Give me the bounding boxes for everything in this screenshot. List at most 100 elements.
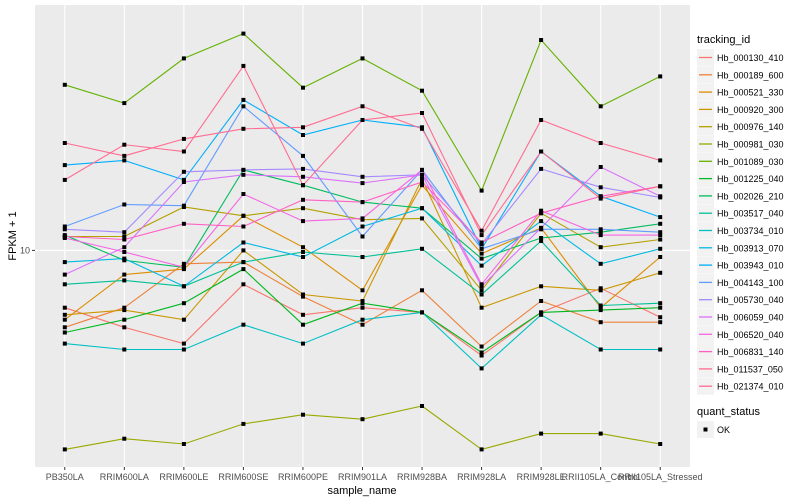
legend-item: Hb_001225_040 (697, 170, 784, 188)
data-point (62, 325, 67, 330)
x-tick-label: RRIM600LA (100, 472, 149, 482)
legend-label: Hb_000130_410 (717, 53, 784, 63)
data-point (181, 177, 186, 182)
data-point (479, 251, 484, 256)
legend-item: Hb_006059_040 (697, 308, 784, 326)
data-point (241, 126, 246, 131)
data-point (360, 118, 365, 122)
data-point (241, 421, 246, 426)
data-point (181, 317, 186, 322)
data-point (301, 85, 305, 90)
data-point (360, 56, 365, 61)
data-point (658, 230, 663, 235)
x-tick-label: RRIM928LE (517, 472, 566, 482)
x-axis: PB350LA RRIM600LA RRIM600LE RRIM600SE RRIM60… (46, 467, 703, 482)
data-point (301, 166, 305, 171)
legend-label: Hb_006059_040 (717, 313, 784, 323)
data-point (241, 282, 246, 287)
data-point (62, 227, 67, 232)
data-point (122, 305, 127, 310)
data-point (301, 294, 305, 299)
data-point (360, 301, 365, 306)
data-point (62, 317, 67, 322)
data-point (241, 267, 246, 272)
data-point (181, 180, 186, 184)
legend-color-title: tracking_id (697, 34, 750, 46)
data-point (598, 431, 603, 436)
data-point (360, 234, 365, 239)
data-point (360, 255, 365, 259)
data-point (420, 111, 424, 115)
data-point (301, 250, 305, 254)
data-point (479, 366, 484, 371)
series-points (62, 31, 663, 452)
legend-label: Hb_000981_030 (717, 140, 784, 150)
data-point (241, 248, 246, 253)
data-point (658, 215, 663, 220)
data-point (62, 260, 67, 265)
data-point (539, 239, 544, 243)
data-point (301, 245, 305, 250)
data-point (479, 233, 484, 238)
data-point (241, 322, 246, 327)
data-point (598, 308, 603, 313)
legend-shape-label: OK (717, 425, 730, 435)
data-point (181, 203, 186, 208)
legend-item: Hb_000521_330 (697, 83, 784, 101)
data-point (181, 265, 186, 270)
data-point (122, 250, 127, 254)
data-point (479, 350, 484, 355)
data-point (301, 322, 305, 327)
data-point (241, 63, 246, 68)
data-point (420, 126, 424, 131)
data-point (122, 234, 127, 239)
data-point (479, 344, 484, 349)
data-point (539, 312, 544, 317)
data-point (658, 442, 663, 446)
data-point (539, 219, 544, 224)
data-point (122, 202, 127, 207)
data-point (301, 341, 305, 346)
data-point (62, 141, 67, 145)
legend-label: Hb_004143_100 (717, 278, 784, 288)
data-point (62, 282, 67, 287)
data-point (598, 347, 603, 352)
data-point (539, 284, 544, 289)
data-point (301, 206, 305, 211)
data-point (301, 292, 305, 297)
data-point (122, 153, 127, 158)
data-point (241, 260, 246, 265)
data-point (181, 301, 186, 306)
data-point (658, 301, 663, 306)
legend-label: Hb_011537_050 (717, 364, 783, 374)
legend-label: Hb_006831_140 (717, 347, 784, 357)
data-point (360, 174, 365, 179)
data-point (658, 255, 663, 259)
data-point (241, 192, 246, 196)
data-point (62, 82, 67, 87)
data-point (62, 272, 67, 277)
data-point (539, 38, 544, 42)
data-point (301, 197, 305, 202)
data-point (360, 216, 365, 221)
legend-shape-title: quant_status (697, 406, 760, 418)
data-point (360, 224, 365, 229)
data-point (360, 305, 365, 310)
data-point (658, 305, 663, 310)
data-point (658, 246, 663, 251)
x-tick-label: RRIM600LE (159, 472, 208, 482)
legend-item: Hb_000976_140 (697, 118, 784, 136)
legend-label: Hb_005730_040 (717, 295, 784, 305)
data-point (181, 221, 186, 226)
data-point (62, 341, 67, 346)
data-point (539, 236, 544, 240)
data-point (62, 447, 67, 452)
data-point (598, 305, 603, 310)
data-point (420, 172, 424, 177)
data-point (360, 317, 365, 322)
data-point (479, 282, 484, 287)
data-point (598, 194, 603, 199)
data-point (420, 183, 424, 188)
legend-item: Hb_003517_040 (697, 204, 784, 222)
